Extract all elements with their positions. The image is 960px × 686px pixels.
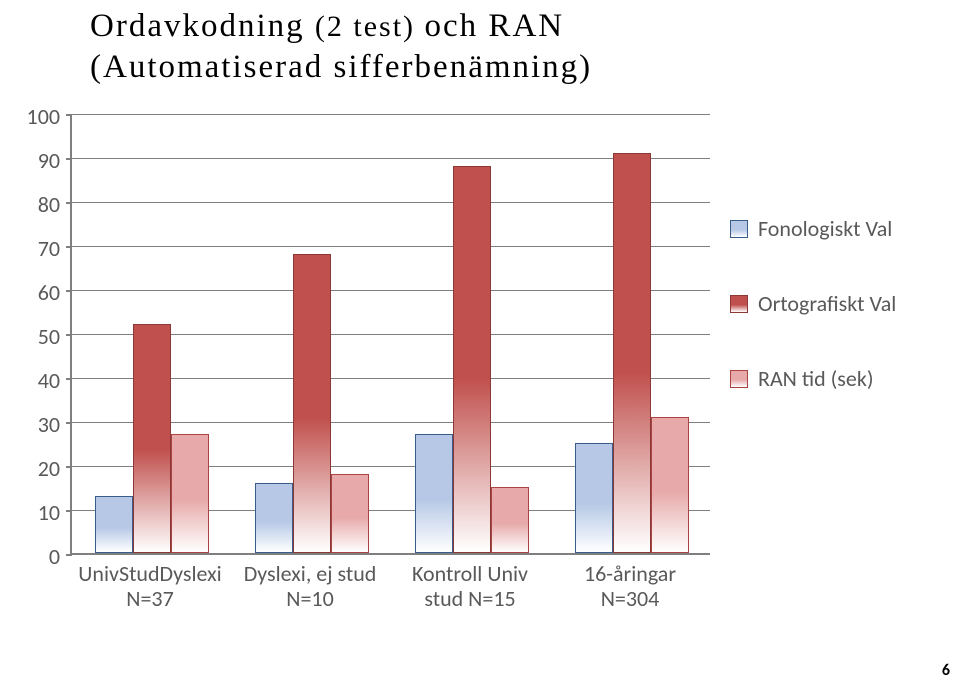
y-tick [66, 246, 72, 248]
y-tick [66, 554, 72, 556]
bar [255, 483, 293, 553]
x-axis-label-line2: N=304 [550, 586, 710, 611]
legend-label: RAN tid (sek) [758, 365, 874, 392]
axis-area: 0102030405060708090100UnivStudDyslexiN=3… [10, 115, 710, 585]
y-tick [66, 378, 72, 380]
x-axis-label: 16-åringarN=304 [550, 561, 710, 612]
y-tick [66, 202, 72, 204]
bar [415, 434, 453, 553]
bar [613, 153, 651, 553]
y-axis-label: 100 [10, 103, 60, 130]
title-line-2: (Automatiserad sifferbenämning) [90, 47, 870, 88]
chart: 0102030405060708090100UnivStudDyslexiN=3… [10, 115, 950, 675]
legend: Fonologiskt Val Ortografiskt Val RAN tid… [730, 215, 960, 440]
bar [491, 487, 529, 553]
x-axis-label-line1: Kontroll Univ [390, 561, 550, 586]
y-tick [66, 510, 72, 512]
y-axis-label: 20 [10, 455, 60, 482]
y-tick [66, 466, 72, 468]
x-axis-label: UnivStudDyslexiN=37 [70, 561, 230, 612]
legend-item-ortografiskt: Ortografiskt Val [730, 290, 960, 317]
x-axis-label-line2: N=37 [70, 586, 230, 611]
y-axis-label: 40 [10, 367, 60, 394]
y-axis-label: 50 [10, 323, 60, 350]
chart-title: Ordavkodning (2 test) och RAN (Automatis… [90, 6, 870, 89]
legend-item-ran: RAN tid (sek) [730, 365, 960, 392]
bar [133, 324, 171, 553]
legend-label: Ortografiskt Val [758, 290, 896, 317]
x-axis-label: Kontroll Univstud N=15 [390, 561, 550, 612]
gridline [72, 114, 710, 115]
bar [331, 474, 369, 553]
y-tick [66, 114, 72, 116]
legend-swatch [730, 295, 748, 313]
x-axis-label-line2: stud N=15 [390, 586, 550, 611]
legend-swatch [730, 220, 748, 238]
title-part-3: och RAN [425, 8, 565, 44]
bar [171, 434, 209, 553]
bar [95, 496, 133, 553]
title-part-1: Ordavkodning [90, 8, 315, 44]
bar [651, 417, 689, 553]
y-tick [66, 334, 72, 336]
bar [453, 166, 491, 553]
y-axis-label: 10 [10, 499, 60, 526]
x-axis-label-line2: N=10 [230, 586, 390, 611]
legend-label: Fonologiskt Val [758, 215, 892, 242]
y-axis-label: 70 [10, 235, 60, 262]
legend-swatch [730, 370, 748, 388]
y-tick [66, 422, 72, 424]
x-axis-label: Dyslexi, ej studN=10 [230, 561, 390, 612]
x-axis-label-line1: 16-åringar [550, 561, 710, 586]
x-axis-label-line1: Dyslexi, ej stud [230, 561, 390, 586]
y-axis-label: 80 [10, 191, 60, 218]
title-part-2: (2 test) [315, 10, 425, 43]
y-axis-label: 30 [10, 411, 60, 438]
y-axis-label: 60 [10, 279, 60, 306]
x-axis-label-line1: UnivStudDyslexi [70, 561, 230, 586]
legend-item-fonologiskt: Fonologiskt Val [730, 215, 960, 242]
y-axis-label: 90 [10, 147, 60, 174]
page-number: 6 [942, 661, 950, 680]
y-tick [66, 158, 72, 160]
bar [575, 443, 613, 553]
bar [293, 254, 331, 553]
y-axis-label: 0 [10, 543, 60, 570]
y-tick [66, 290, 72, 292]
plot-area [70, 115, 710, 555]
